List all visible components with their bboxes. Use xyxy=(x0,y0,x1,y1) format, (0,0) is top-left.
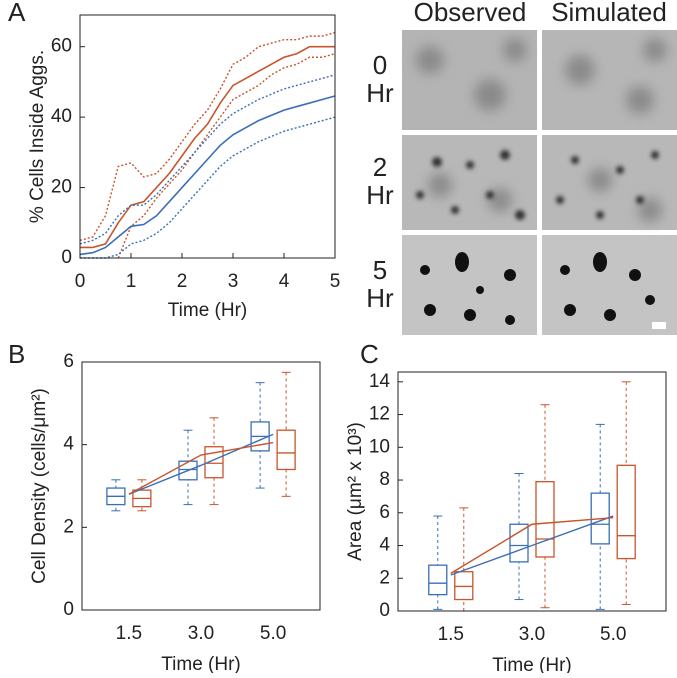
panel-label: C xyxy=(360,339,379,369)
box xyxy=(616,464,636,560)
row-label: 0 xyxy=(373,50,387,80)
row-label: Hr xyxy=(366,180,394,210)
tile xyxy=(402,135,537,230)
panel-label: A xyxy=(8,0,26,27)
mean-line xyxy=(128,441,274,495)
line-series xyxy=(79,74,336,245)
x-tick-label: 1 xyxy=(126,271,137,292)
line-series xyxy=(80,116,336,259)
scale-bar xyxy=(652,322,666,329)
row-label: 2 xyxy=(373,152,387,182)
line-series xyxy=(79,95,336,256)
line-series xyxy=(80,45,335,249)
y-tick-label: 40 xyxy=(51,106,72,127)
x-tick-label: 2 xyxy=(177,271,188,292)
y-tick-label: 0 xyxy=(63,599,74,620)
x-axis-label: Time (Hr) xyxy=(492,655,572,673)
y-tick-label: 0 xyxy=(61,247,72,268)
column-label: Observed xyxy=(414,0,527,27)
y-tick-label: 6 xyxy=(379,502,390,523)
box xyxy=(276,429,296,471)
row-label: Hr xyxy=(366,78,394,108)
x-tick-label: 5.0 xyxy=(260,623,286,644)
y-axis-label: Cell Density (cells/μm²) xyxy=(29,388,50,584)
line-series xyxy=(117,53,336,259)
box xyxy=(204,446,224,479)
mean-line xyxy=(128,433,274,495)
column-label: Simulated xyxy=(551,0,667,27)
x-axis-label: Time (Hr) xyxy=(161,654,241,673)
aggregates xyxy=(420,252,655,325)
box xyxy=(428,564,448,596)
y-tick-label: 2 xyxy=(379,567,390,588)
y-tick-label: 8 xyxy=(379,469,390,490)
micrographs xyxy=(402,30,677,335)
y-tick-label: 20 xyxy=(51,177,72,198)
plot-frame xyxy=(81,361,321,611)
y-axis-label: % Cells Inside Aggs. xyxy=(27,50,48,223)
box xyxy=(454,571,474,601)
texture xyxy=(416,38,667,222)
y-tick-label: 4 xyxy=(379,535,390,556)
mean-line xyxy=(450,516,614,574)
x-tick-label: 5.0 xyxy=(600,624,626,645)
x-tick-label: 4 xyxy=(279,271,290,292)
y-tick-label: 6 xyxy=(63,351,74,372)
plot-frame xyxy=(397,371,667,612)
x-tick-label: 1.5 xyxy=(116,623,142,644)
x-tick-label: 3.0 xyxy=(519,624,545,645)
x-axis-label: Time (Hr) xyxy=(168,300,248,321)
y-tick-label: 10 xyxy=(369,436,390,457)
box xyxy=(509,523,529,563)
row-label: 5 xyxy=(373,255,387,285)
row-label: Hr xyxy=(366,283,394,313)
plot-frame xyxy=(79,14,336,259)
y-tick-label: 0 xyxy=(379,600,390,621)
x-tick-label: 1.5 xyxy=(438,624,464,645)
y-tick-label: 2 xyxy=(63,516,74,537)
box xyxy=(535,481,555,558)
y-tick-label: 4 xyxy=(63,434,74,455)
x-tick-label: 3 xyxy=(228,271,239,292)
y-tick-label: 14 xyxy=(369,371,391,392)
x-tick-label: 3.0 xyxy=(188,623,214,644)
box xyxy=(178,460,198,481)
mean-line xyxy=(450,515,614,576)
panel-label: B xyxy=(8,339,25,369)
x-tick-label: 5 xyxy=(330,271,341,292)
y-tick-label: 12 xyxy=(369,404,390,425)
x-tick-label: 0 xyxy=(75,271,86,292)
line-series xyxy=(79,31,336,242)
y-axis-label: Area (μm² x 10³) xyxy=(345,422,366,561)
y-tick-label: 60 xyxy=(51,36,72,57)
aggregates xyxy=(416,150,659,220)
